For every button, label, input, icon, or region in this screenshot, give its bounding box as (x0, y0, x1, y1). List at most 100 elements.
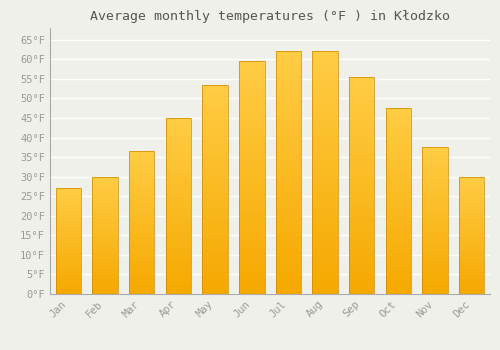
Bar (129, 208, 154, 210)
Bar (129, 189, 154, 190)
Bar (129, 219, 154, 221)
Bar (422, 233, 448, 235)
Bar (56, 285, 81, 286)
Bar (349, 120, 374, 123)
Bar (92, 272, 118, 273)
Bar (386, 157, 411, 159)
Bar (312, 57, 338, 61)
Bar (239, 125, 264, 128)
Bar (92, 254, 118, 256)
Bar (129, 247, 154, 250)
Bar (312, 276, 338, 279)
Bar (312, 288, 338, 291)
Bar (386, 271, 411, 273)
Bar (166, 272, 191, 274)
Bar (92, 247, 118, 248)
Bar (92, 276, 118, 278)
Bar (92, 225, 118, 226)
Bar (349, 243, 374, 245)
Bar (129, 230, 154, 232)
Bar (92, 177, 118, 178)
Bar (349, 226, 374, 229)
Bar (239, 204, 264, 207)
Bar (386, 187, 411, 189)
Bar (166, 206, 191, 208)
Bar (386, 150, 411, 152)
Bar (166, 281, 191, 283)
Bar (312, 239, 338, 243)
Bar (312, 248, 338, 252)
Bar (349, 183, 374, 186)
Bar (202, 247, 228, 250)
Bar (459, 254, 484, 256)
Bar (92, 259, 118, 260)
Bar (166, 151, 191, 153)
Bar (202, 92, 228, 95)
Bar (129, 257, 154, 258)
Bar (459, 187, 484, 188)
Bar (349, 139, 374, 142)
Bar (56, 236, 81, 237)
Bar (56, 244, 81, 245)
Bar (386, 122, 411, 125)
Bar (239, 212, 264, 216)
Bar (56, 219, 81, 220)
Bar (386, 155, 411, 157)
Bar (239, 160, 264, 163)
Bar (276, 221, 301, 224)
Bar (56, 287, 81, 289)
Bar (312, 115, 338, 118)
Bar (312, 252, 338, 254)
Bar (56, 266, 81, 268)
Bar (312, 194, 338, 197)
Bar (166, 246, 191, 248)
Bar (459, 262, 484, 263)
Bar (386, 264, 411, 266)
Bar (166, 180, 191, 182)
Bar (276, 124, 301, 127)
Bar (202, 166, 228, 168)
Bar (56, 223, 81, 224)
Bar (386, 245, 411, 247)
Bar (92, 177, 118, 294)
Bar (202, 187, 228, 189)
Bar (276, 115, 301, 118)
Bar (239, 230, 264, 233)
Bar (422, 259, 448, 261)
Bar (202, 252, 228, 255)
Bar (239, 181, 264, 183)
Bar (459, 289, 484, 291)
Bar (239, 233, 264, 236)
Bar (459, 196, 484, 197)
Bar (386, 194, 411, 196)
Bar (129, 216, 154, 217)
Bar (459, 186, 484, 187)
Bar (459, 180, 484, 181)
Bar (239, 201, 264, 204)
Bar (166, 144, 191, 147)
Bar (56, 279, 81, 281)
Bar (166, 133, 191, 135)
Bar (129, 174, 154, 176)
Bar (92, 230, 118, 231)
Bar (92, 241, 118, 243)
Bar (312, 191, 338, 194)
Bar (202, 106, 228, 108)
Bar (239, 61, 264, 64)
Bar (386, 282, 411, 285)
Bar (92, 244, 118, 246)
Bar (276, 248, 301, 252)
Bar (202, 145, 228, 147)
Bar (202, 184, 228, 187)
Bar (312, 154, 338, 158)
Bar (422, 232, 448, 233)
Bar (239, 256, 264, 259)
Bar (276, 194, 301, 197)
Bar (312, 270, 338, 273)
Bar (166, 226, 191, 228)
Bar (202, 85, 228, 294)
Bar (422, 188, 448, 189)
Bar (386, 120, 411, 122)
Bar (312, 61, 338, 64)
Bar (349, 126, 374, 128)
